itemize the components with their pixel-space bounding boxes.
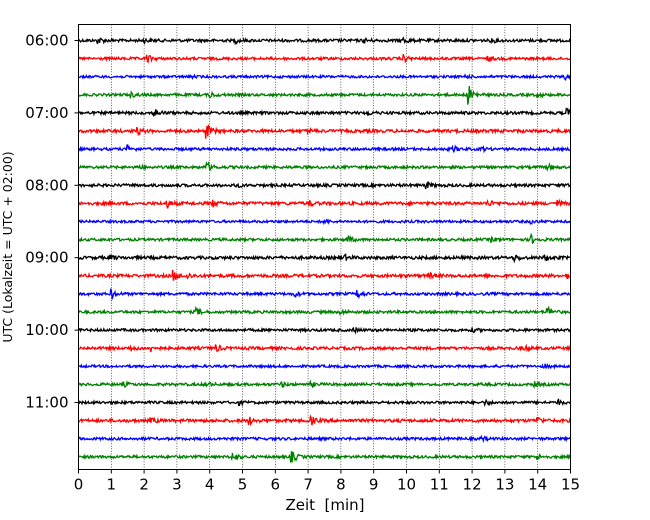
seismic-trace-1045 xyxy=(78,379,571,390)
seismic-trace-1115 xyxy=(78,414,572,427)
y-tick-label: 10:00 xyxy=(25,321,68,339)
seismic-trace-1100 xyxy=(78,398,571,408)
seismic-trace-0945 xyxy=(78,305,571,317)
x-tick-label: 0 xyxy=(74,476,84,494)
x-tick-label: 8 xyxy=(336,476,346,494)
y-tick-label: 11:00 xyxy=(25,394,68,412)
x-tick-label: 12 xyxy=(463,476,482,494)
seismic-trace-0800 xyxy=(77,180,571,190)
seismic-trace-1015 xyxy=(78,343,571,353)
y-tick-label: 08:00 xyxy=(25,176,68,194)
x-tick-label: 3 xyxy=(172,476,182,494)
seismic-trace-1145 xyxy=(78,451,572,463)
y-tick-label: 06:00 xyxy=(25,32,68,50)
seismic-trace-0700 xyxy=(77,107,572,118)
x-axis-ticks: 0 1 2 3 4 5 6 7 8 9 10 11 12 13 14 15 xyxy=(74,469,580,494)
x-tick-label: 1 xyxy=(107,476,117,494)
x-tick-label: 7 xyxy=(303,476,313,494)
x-tick-label: 4 xyxy=(205,476,215,494)
x-tick-label: 11 xyxy=(430,476,449,494)
seismic-trace-1130 xyxy=(77,434,572,444)
seismic-trace-0930 xyxy=(78,288,571,301)
seismic-trace-0745 xyxy=(77,160,571,172)
y-axis-label: UTC (Lokalzeit = UTC + 02:00) xyxy=(0,151,15,342)
seismic-trace-0715 xyxy=(77,123,572,139)
seismic-trace-0900 xyxy=(77,253,571,264)
x-tick-label: 9 xyxy=(369,476,379,494)
x-tick-label: 14 xyxy=(528,476,547,494)
seismic-trace-0630 xyxy=(78,73,572,81)
x-tick-label: 10 xyxy=(397,476,416,494)
y-tick-label: 07:00 xyxy=(25,104,68,122)
seismic-trace-0830 xyxy=(78,218,572,226)
x-tick-label: 13 xyxy=(495,476,514,494)
seismic-trace-0845 xyxy=(77,232,572,245)
x-tick-label: 2 xyxy=(139,476,149,494)
seismic-trace-0815 xyxy=(77,198,572,210)
x-tick-label: 6 xyxy=(271,476,281,494)
seismic-trace-0730 xyxy=(78,144,571,154)
seismic-trace-1030 xyxy=(78,362,572,370)
x-tick-label: 5 xyxy=(238,476,248,494)
x-axis-label: Zeit [min] xyxy=(285,496,364,514)
y-axis-ticks: 06:00 07:00 08:00 09:00 10:00 11:00 xyxy=(25,32,79,412)
y-tick-label: 09:00 xyxy=(25,249,68,267)
plot-frame xyxy=(78,24,571,470)
trace-group xyxy=(77,36,572,463)
seismic-trace-1000 xyxy=(77,326,571,335)
seismic-trace-0915 xyxy=(78,270,571,281)
seismic-trace-0645 xyxy=(78,86,571,105)
seismic-trace-0615 xyxy=(78,53,572,64)
seismic-trace-0600 xyxy=(77,36,571,46)
x-tick-label: 15 xyxy=(561,476,580,494)
